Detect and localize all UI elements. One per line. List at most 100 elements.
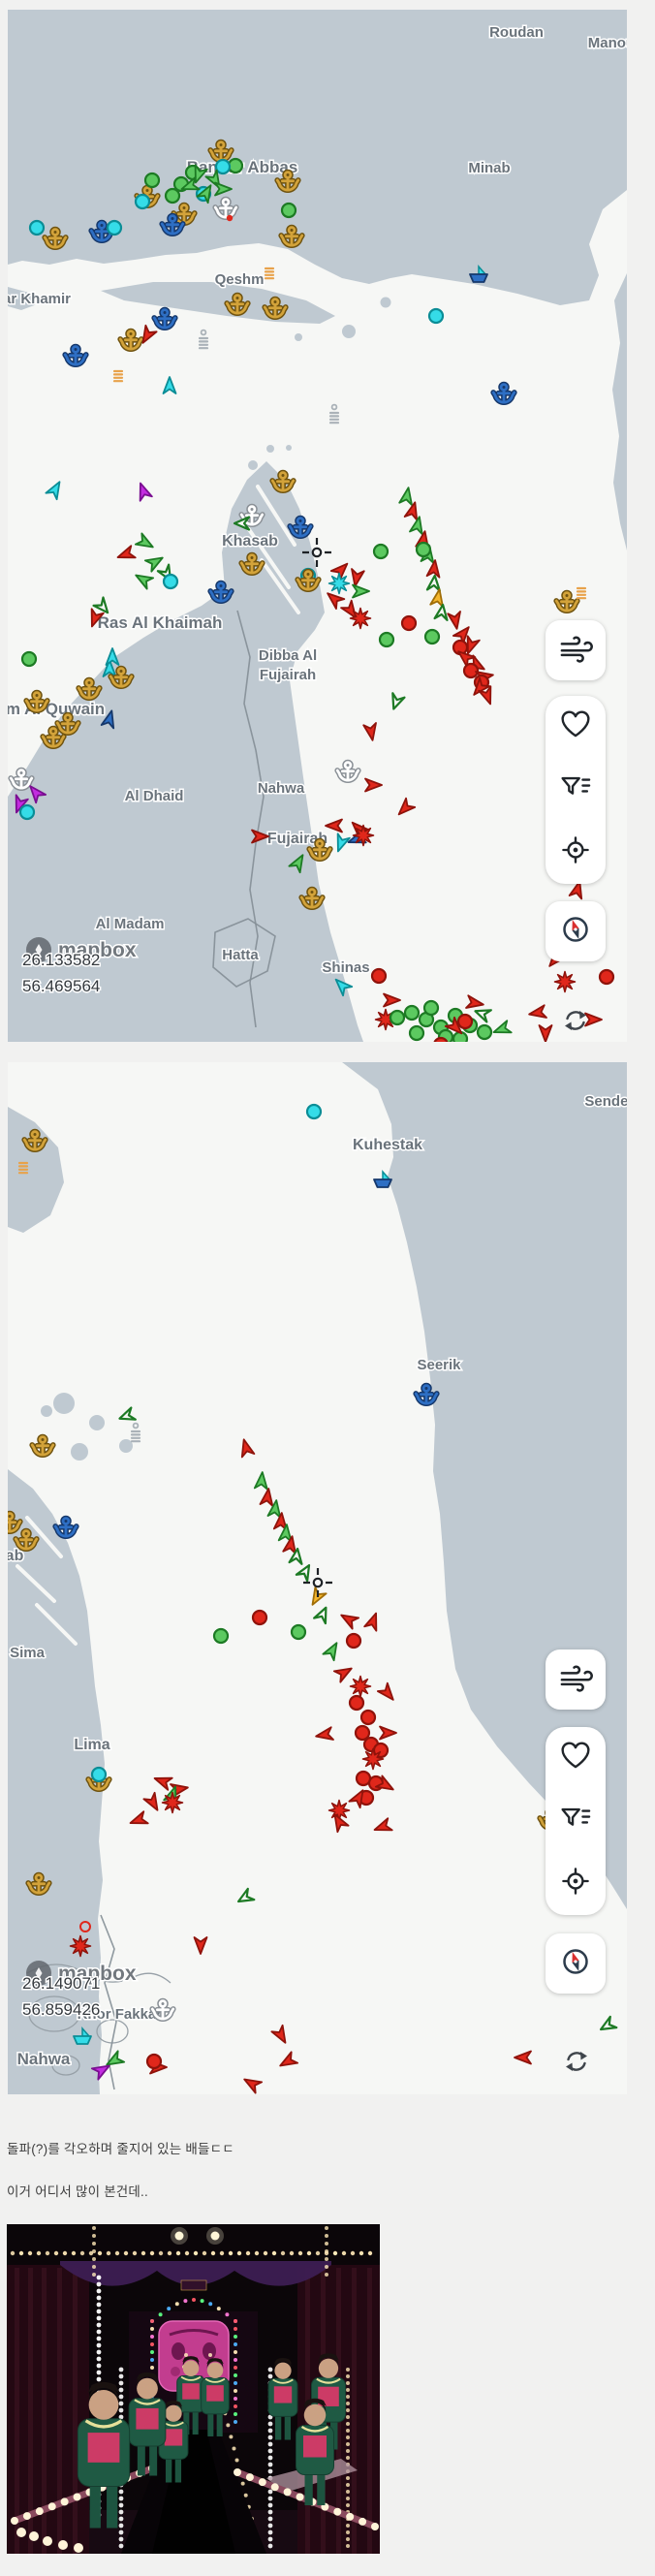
place-label: Khasab [222,533,278,550]
c-marker [380,633,393,646]
c-marker [405,1006,419,1020]
c-marker [20,805,34,819]
c-marker [147,2055,161,2068]
place-label: Minab [468,160,510,176]
c-marker [361,1711,375,1724]
squid-game-photo-art [7,2224,380,2554]
page: { "page": {"background": "#f1f1f0"}, "po… [0,0,655,2576]
c-marker [434,1038,448,1042]
coordinate-latitude: 26.149071 [22,1974,100,1993]
c-marker [216,160,230,173]
place-label: Al Dhaid [125,788,184,804]
place-label: m Al Quwain [8,700,105,718]
burst-marker [351,609,371,629]
place-label: Sima [10,1645,46,1661]
c-marker [402,616,416,630]
post-text-line-2: 이거 어디서 많이 본건데.. [7,2181,148,2200]
place-label: Fujairah [260,667,316,683]
my-location-button[interactable] [546,1854,606,1914]
place-label: Hatta [222,947,259,963]
compass-button[interactable] [546,1933,606,1994]
c-marker [429,309,443,323]
c-marker [307,1105,321,1118]
c-marker [390,1011,404,1024]
map-screenshot-1[interactable]: RoudanManoujBandar AbbasMinabQeshmar Kha… [8,10,627,1042]
c-marker [292,1625,305,1639]
c-marker [253,1611,266,1624]
coordinate-longitude: 56.469564 [22,977,100,995]
place-label: Senderk [584,1093,627,1110]
heart-icon [553,1734,598,1783]
place-label: Al Madam [96,916,165,932]
place-label: Nahwa [258,780,305,797]
burst-marker [71,1936,91,1957]
c-marker [166,189,179,203]
burst-marker [363,1749,384,1770]
wind-layer-button[interactable] [546,620,606,680]
heart-icon [553,703,598,752]
c-marker [372,969,386,983]
c-marker [350,1696,363,1710]
dot-marker [227,215,233,221]
locate-icon [553,1859,598,1908]
c-marker [92,1768,106,1781]
c-marker [282,204,296,217]
coordinate-longitude: 56.859426 [22,2000,100,2019]
c-marker [22,652,36,666]
burst-marker [354,826,374,846]
c-marker [229,159,242,173]
c-marker [600,970,613,984]
c-marker [136,195,149,208]
my-location-button[interactable] [546,823,606,883]
compass-button[interactable] [546,901,606,961]
place-label: Shinas [322,959,369,976]
place-label: ar Khamir [8,291,71,307]
place-label: Qeshm [215,271,265,288]
map-tools-card [546,1727,606,1915]
squid-game-photo [7,2224,380,2554]
place-label: Seerik [417,1357,461,1373]
c-marker [417,543,430,556]
place-label: Dibba Al [259,647,317,664]
c-marker [30,221,44,235]
c-marker [374,545,388,558]
burst-marker [329,574,350,594]
place-label: Lima [74,1737,109,1753]
c-marker [214,1629,228,1643]
c-marker [410,1026,423,1040]
c-marker [356,1726,369,1740]
compass-icon [553,1939,598,1989]
c-marker [145,173,159,187]
filter-icon [553,1796,598,1845]
place-label: Roudan [489,24,544,41]
map-screenshot-2[interactable]: Senderk Kuhestak Seerik ab Sima Lima Khor Fakk… [8,1062,627,2094]
compass-icon [553,907,598,957]
burst-marker [555,972,576,992]
filter-button[interactable] [546,1791,606,1851]
c-marker [347,1634,360,1648]
post-text-line-1: 돌파(?)를 각오하며 줄지어 있는 배들ㄷㄷ [7,2138,234,2157]
place-label: Manouj [588,35,627,51]
c-marker [425,630,439,644]
c-marker [108,221,121,235]
filter-icon [553,765,598,814]
locate-icon [553,828,598,877]
map-canvas[interactable]: RoudanManoujBandar AbbasMinabQeshmar Kha… [8,10,627,1042]
filter-button[interactable] [546,760,606,820]
favorites-button[interactable] [546,697,606,757]
c-marker [458,1015,472,1028]
burst-marker [351,1677,371,1697]
c-marker [478,1025,491,1039]
wind-layer-button[interactable] [546,1649,606,1710]
wind-icon [553,626,598,675]
c-marker [357,1772,370,1785]
c-marker [464,664,478,677]
coordinate-latitude: 26.133582 [22,951,100,969]
c-marker [164,575,177,588]
map-canvas[interactable]: Senderk Kuhestak Seerik ab Sima Lima Khor Fakk… [8,1062,627,2094]
place-label: Kuhestak [353,1137,422,1153]
wind-icon [553,1655,598,1705]
c-marker [424,1001,438,1015]
place-label: Ras Al Khaimah [98,613,223,632]
favorites-button[interactable] [546,1728,606,1788]
